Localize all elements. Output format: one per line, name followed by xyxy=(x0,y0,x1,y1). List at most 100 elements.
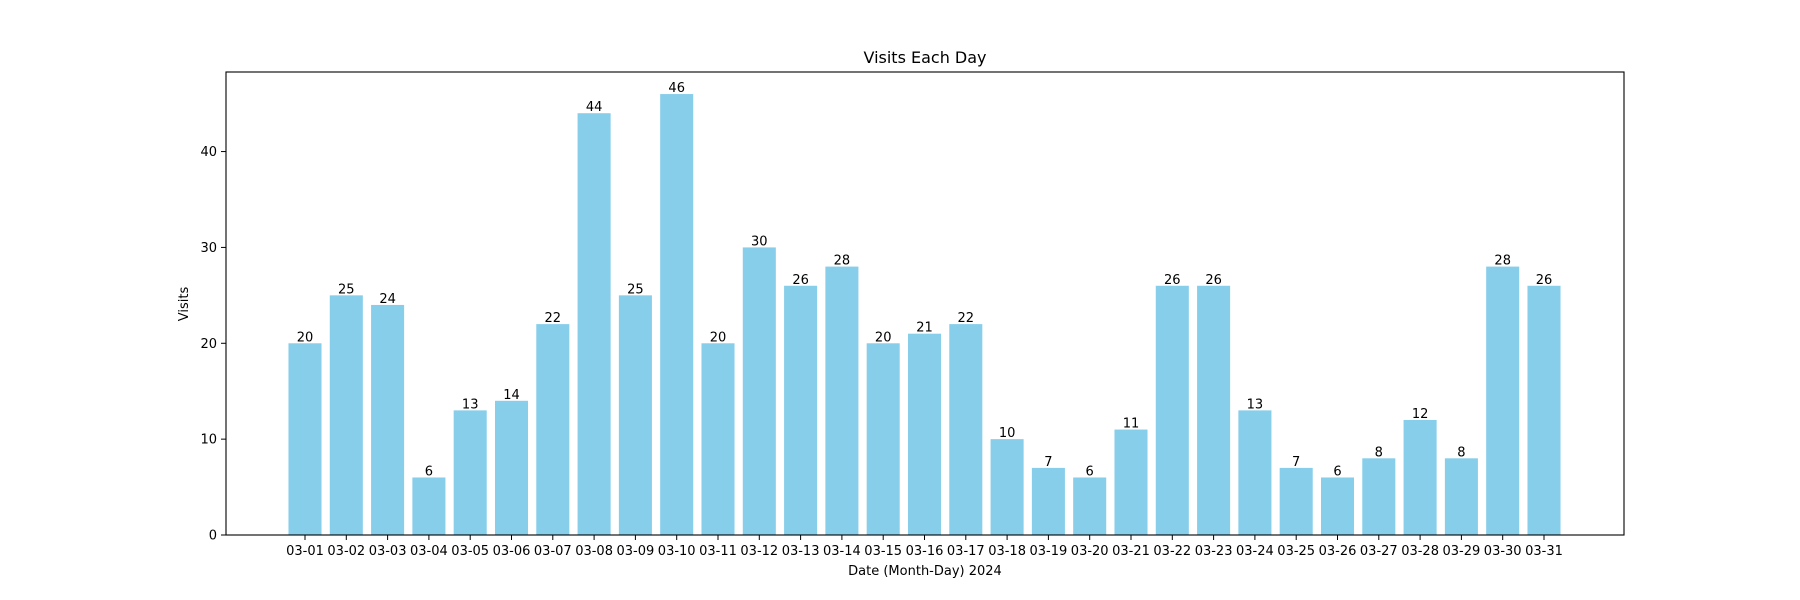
bar-03-25 xyxy=(1279,467,1313,535)
bar-03-05 xyxy=(453,410,487,535)
bar-03-17 xyxy=(949,324,983,535)
x-axis: 03-01 03-02 03-03 03-04 03-05 03-06 03-07 03-08… xyxy=(286,535,1563,559)
bar-03-10 xyxy=(660,94,694,536)
x-tick-label: 03-29 xyxy=(1443,544,1481,559)
bar-value-label: 6 xyxy=(425,464,433,479)
x-tick-label: 03-01 xyxy=(286,544,324,559)
bar-value-label: 13 xyxy=(462,397,479,412)
bar-03-22 xyxy=(1155,285,1189,535)
bar-03-11 xyxy=(701,343,735,535)
bar-value-label: 13 xyxy=(1247,397,1264,412)
bar-03-04 xyxy=(412,477,446,535)
bar-value-label: 8 xyxy=(1375,445,1383,460)
x-tick-label: 03-08 xyxy=(575,544,613,559)
bar-03-19 xyxy=(1031,467,1065,535)
bar-value-label: 12 xyxy=(1412,407,1429,422)
x-tick-label: 03-13 xyxy=(782,544,820,559)
bar-03-16 xyxy=(907,333,942,535)
x-tick-label: 03-26 xyxy=(1319,544,1357,559)
bar-03-01 xyxy=(288,343,322,535)
bar-03-28 xyxy=(1403,419,1437,535)
bar-value-label: 20 xyxy=(875,330,892,345)
x-tick-label: 03-05 xyxy=(451,544,489,559)
bar-03-30 xyxy=(1486,266,1520,535)
bar-value-label: 7 xyxy=(1292,455,1300,470)
bar-value-label: 26 xyxy=(1205,273,1222,288)
x-tick-label: 03-18 xyxy=(988,544,1026,559)
chart-title: Visits Each Day xyxy=(863,48,986,67)
x-tick-label: 03-30 xyxy=(1484,544,1522,559)
bar-03-27 xyxy=(1362,458,1396,535)
bar-value-label: 22 xyxy=(545,311,562,326)
bar-value-label: 28 xyxy=(834,254,851,269)
x-tick-label: 03-09 xyxy=(617,544,655,559)
bar-03-15 xyxy=(866,343,900,535)
x-tick-label: 03-25 xyxy=(1277,544,1315,559)
x-tick-label: 03-03 xyxy=(369,544,407,559)
bar-value-label: 11 xyxy=(1123,417,1140,432)
x-tick-label: 03-21 xyxy=(1112,544,1150,559)
x-tick-label: 03-20 xyxy=(1071,544,1109,559)
x-tick-label: 03-31 xyxy=(1525,544,1563,559)
bar-value-label: 25 xyxy=(627,282,644,297)
bar-value-label: 20 xyxy=(297,330,314,345)
bar-value-label: 6 xyxy=(1086,464,1094,479)
bar-value-label: 26 xyxy=(1536,273,1553,288)
y-tick-label: 20 xyxy=(200,337,217,352)
x-tick-label: 03-28 xyxy=(1401,544,1439,559)
bar-03-18 xyxy=(990,439,1024,535)
x-tick-label: 03-04 xyxy=(410,544,448,559)
plot-frame xyxy=(225,71,1625,536)
x-tick-label: 03-15 xyxy=(864,544,902,559)
x-tick-label: 03-17 xyxy=(947,544,985,559)
y-axis: 0 10 20 30 40 xyxy=(200,145,226,544)
bar-03-23 xyxy=(1197,285,1231,535)
y-tick-label: 40 xyxy=(200,145,217,160)
bar-value-label: 10 xyxy=(999,426,1016,441)
x-axis-label: Date (Month-Day) 2024 xyxy=(848,564,1002,579)
bar-value-label: 25 xyxy=(338,282,355,297)
x-tick-label: 03-27 xyxy=(1360,544,1398,559)
bar-value-label: 26 xyxy=(1164,273,1181,288)
bar-value-label: 46 xyxy=(668,81,685,96)
bar-03-13 xyxy=(784,285,818,535)
x-tick-label: 03-02 xyxy=(327,544,365,559)
x-tick-label: 03-23 xyxy=(1195,544,1233,559)
x-tick-label: 03-07 xyxy=(534,544,572,559)
x-tick-label: 03-06 xyxy=(493,544,531,559)
x-tick-label: 03-10 xyxy=(658,544,696,559)
bars-layer xyxy=(288,94,1561,536)
bar-03-20 xyxy=(1073,477,1107,535)
bar-03-31 xyxy=(1527,285,1561,535)
x-tick-label: 03-11 xyxy=(699,544,737,559)
bar-03-24 xyxy=(1238,410,1272,535)
bar-value-label: 21 xyxy=(916,321,933,336)
bar-value-label: 24 xyxy=(379,292,396,307)
bar-03-06 xyxy=(494,400,529,535)
bar-03-09 xyxy=(618,295,652,535)
bar-value-label: 20 xyxy=(710,330,727,345)
y-tick-label: 10 xyxy=(200,433,217,448)
bar-value-label: 8 xyxy=(1457,445,1465,460)
y-axis-label: Visits xyxy=(177,287,192,322)
bar-03-26 xyxy=(1320,477,1355,535)
x-tick-label: 03-19 xyxy=(1030,544,1068,559)
x-tick-label: 03-12 xyxy=(740,544,778,559)
bar-value-label: 22 xyxy=(958,311,975,326)
x-tick-label: 03-22 xyxy=(1153,544,1191,559)
x-tick-label: 03-14 xyxy=(823,544,861,559)
bar-03-21 xyxy=(1114,429,1148,535)
bar-value-label: 7 xyxy=(1044,455,1052,470)
y-tick-label: 0 xyxy=(209,529,217,544)
x-tick-label: 03-16 xyxy=(906,544,944,559)
y-tick-label: 30 xyxy=(200,241,217,256)
bar-value-label: 26 xyxy=(792,273,809,288)
bar-03-03 xyxy=(371,304,405,535)
bar-value-label: 28 xyxy=(1494,254,1511,269)
bar-value-label: 30 xyxy=(751,234,768,249)
bar-value-label: 14 xyxy=(503,388,520,403)
bar-03-12 xyxy=(742,247,776,536)
bar-03-07 xyxy=(536,324,570,535)
bar-03-02 xyxy=(329,295,363,535)
